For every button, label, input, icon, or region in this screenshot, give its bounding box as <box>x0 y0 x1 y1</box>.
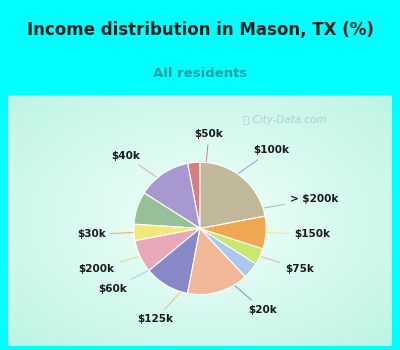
Text: $150k: $150k <box>267 229 330 239</box>
Wedge shape <box>144 163 200 229</box>
Wedge shape <box>200 216 266 249</box>
Wedge shape <box>188 229 245 294</box>
Wedge shape <box>200 162 265 229</box>
Text: $200k: $200k <box>78 257 139 274</box>
Wedge shape <box>134 193 200 229</box>
Wedge shape <box>149 229 200 293</box>
Text: All residents: All residents <box>153 67 247 80</box>
Text: $125k: $125k <box>138 293 180 324</box>
Text: $30k: $30k <box>77 229 133 239</box>
Wedge shape <box>200 229 256 276</box>
Text: $40k: $40k <box>111 150 156 177</box>
Text: Income distribution in Mason, TX (%): Income distribution in Mason, TX (%) <box>26 21 374 39</box>
Wedge shape <box>200 229 263 264</box>
Text: ⓘ City-Data.com: ⓘ City-Data.com <box>243 115 326 125</box>
Text: $20k: $20k <box>235 286 277 315</box>
Wedge shape <box>135 229 200 271</box>
Text: $100k: $100k <box>238 145 289 173</box>
Text: $50k: $50k <box>194 129 223 161</box>
Text: $75k: $75k <box>261 257 314 274</box>
Text: > $200k: > $200k <box>264 194 338 208</box>
Wedge shape <box>188 162 200 229</box>
Wedge shape <box>134 224 200 241</box>
Text: $60k: $60k <box>98 271 148 294</box>
